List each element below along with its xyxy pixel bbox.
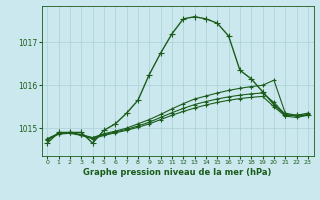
X-axis label: Graphe pression niveau de la mer (hPa): Graphe pression niveau de la mer (hPa) bbox=[84, 168, 272, 177]
